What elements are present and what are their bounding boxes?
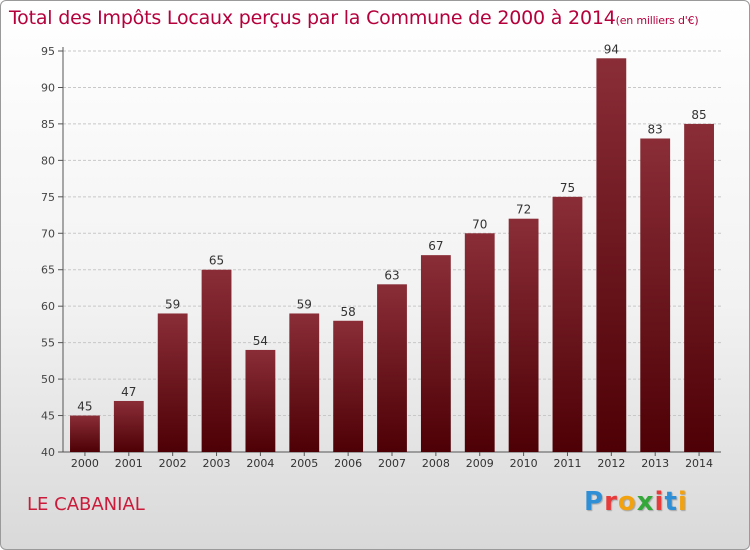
value-label: 70 bbox=[472, 217, 487, 231]
bar-2006 bbox=[333, 320, 364, 452]
logo-letter: x bbox=[636, 487, 655, 517]
x-tick-label: 2002 bbox=[159, 457, 187, 470]
bar-2001 bbox=[113, 400, 144, 452]
bar-2009 bbox=[464, 233, 495, 452]
y-tick-label: 70 bbox=[41, 227, 55, 240]
commune-name: LE CABANIAL bbox=[27, 494, 145, 515]
value-label: 67 bbox=[428, 239, 443, 253]
x-tick-label: 2008 bbox=[422, 457, 450, 470]
bar-2007 bbox=[377, 284, 407, 452]
value-label: 58 bbox=[340, 305, 355, 319]
x-tick-label: 2012 bbox=[597, 457, 625, 470]
x-tick-label: 2005 bbox=[290, 457, 318, 470]
chart-title: Total des Impôts Locaux perçus par la Co… bbox=[9, 7, 699, 29]
value-label: 75 bbox=[560, 181, 575, 195]
bar-layer bbox=[70, 58, 714, 453]
x-tick-label: 2010 bbox=[510, 457, 538, 470]
y-tick-label: 80 bbox=[41, 154, 55, 167]
y-tick-label: 85 bbox=[41, 118, 55, 131]
y-tick-label: 65 bbox=[41, 264, 55, 277]
value-label: 54 bbox=[253, 334, 268, 348]
y-tick-label: 55 bbox=[41, 337, 55, 350]
bar-2004 bbox=[245, 349, 276, 452]
bar-2005 bbox=[289, 313, 320, 452]
x-tick-label: 2007 bbox=[378, 457, 406, 470]
logo-letter: P bbox=[584, 487, 605, 517]
y-tick-label: 60 bbox=[41, 300, 55, 313]
value-label: 59 bbox=[165, 297, 180, 311]
y-tick-label: 45 bbox=[41, 410, 55, 423]
value-label: 85 bbox=[691, 108, 706, 122]
bar-2011 bbox=[552, 196, 583, 452]
bar-2003 bbox=[201, 269, 232, 452]
x-tick-label: 2014 bbox=[685, 457, 713, 470]
value-label: 63 bbox=[384, 268, 399, 282]
value-label: 47 bbox=[121, 385, 136, 399]
x-tick-label: 2011 bbox=[553, 457, 581, 470]
bar-2008 bbox=[420, 255, 451, 452]
x-tick-label: 2003 bbox=[203, 457, 231, 470]
value-label: 59 bbox=[297, 297, 312, 311]
proxiti-logo: Proxiti bbox=[584, 487, 688, 517]
value-label: 45 bbox=[77, 400, 92, 414]
y-tick-label: 90 bbox=[41, 81, 55, 94]
bar-2014 bbox=[684, 123, 714, 452]
y-tick-label: 95 bbox=[41, 45, 55, 58]
value-label: 94 bbox=[604, 42, 619, 56]
y-tick-label: 40 bbox=[41, 446, 55, 459]
logo-letter: t bbox=[664, 487, 678, 517]
logo-letter: i bbox=[654, 487, 665, 517]
bar-2010 bbox=[508, 218, 539, 452]
x-tick-label: 2013 bbox=[641, 457, 669, 470]
x-tick-label: 2004 bbox=[246, 457, 274, 470]
logo-letter: i bbox=[677, 487, 688, 517]
bar-2000 bbox=[70, 415, 100, 452]
value-label: 83 bbox=[648, 122, 663, 136]
label-layer: 45 2000 47 2001 59 2002 65 2003 54 2004 59 2005 58 20… bbox=[71, 42, 713, 470]
bar-2012 bbox=[596, 58, 627, 453]
y-tick-label: 75 bbox=[41, 191, 55, 204]
x-tick-label: 2000 bbox=[71, 457, 99, 470]
x-tick-label: 2001 bbox=[115, 457, 143, 470]
value-label: 65 bbox=[209, 254, 224, 268]
bar-2002 bbox=[157, 313, 188, 452]
value-label: 72 bbox=[516, 203, 531, 217]
x-tick-label: 2009 bbox=[466, 457, 494, 470]
chart-title-text: Total des Impôts Locaux perçus par la Co… bbox=[9, 7, 616, 29]
chart-title-unit: (en milliers d'€) bbox=[615, 14, 699, 27]
logo-letter: r bbox=[604, 487, 618, 517]
x-tick-label: 2006 bbox=[334, 457, 362, 470]
y-tick-label: 50 bbox=[41, 373, 55, 386]
logo-letter: o bbox=[617, 487, 637, 517]
bar-2013 bbox=[640, 138, 671, 452]
